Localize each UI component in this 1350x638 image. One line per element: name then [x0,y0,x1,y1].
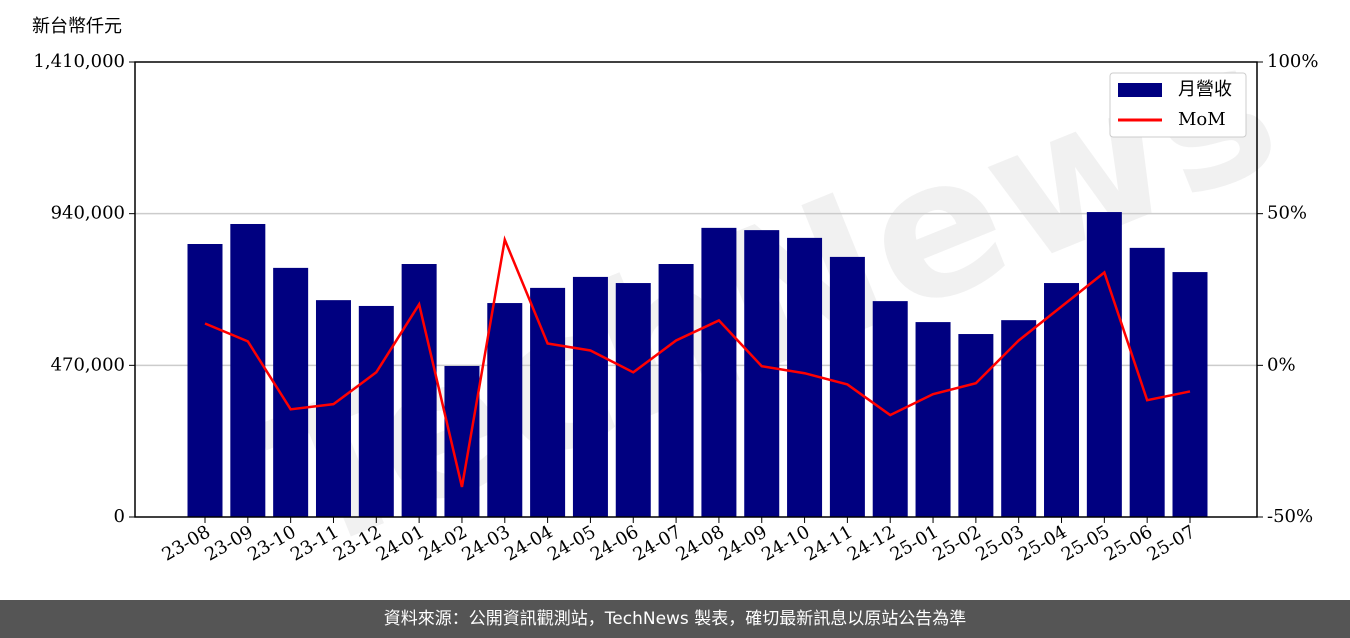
x-tick-label: 25-01 [887,521,942,565]
x-tick-label: 25-03 [972,521,1027,565]
x-tick-label: 23-10 [244,521,299,565]
bar [701,227,737,518]
y2-tick-label: -50% [1267,506,1313,527]
y-tick-label: 470,000 [51,354,125,375]
x-tick-label: 24-12 [844,521,899,565]
y2-tick-label: 50% [1267,203,1307,224]
x-tick-label: 25-06 [1101,521,1156,565]
bar [572,276,608,517]
x-tick-label: 24-04 [501,521,556,565]
bar [401,264,437,517]
x-tick-label: 25-04 [1015,521,1070,565]
bar [273,267,309,517]
x-tick-label: 25-02 [929,521,984,565]
x-tick-label: 24-10 [758,521,813,565]
bar [487,303,523,517]
x-tick-label: 24-11 [801,521,856,565]
bar [230,223,266,517]
x-tick-label: 25-07 [1144,521,1199,565]
y-tick-label: 1,410,000 [33,51,125,72]
bar [915,322,951,517]
y2-tick-label: 100% [1267,51,1318,72]
bar [315,300,351,517]
bar [1129,247,1165,517]
source-note: 資料來源：公開資訊觀測站，TechNews 製表，確切最新訊息以原站公告為準 [384,609,966,629]
mom-line [204,235,1191,488]
bar [744,230,780,517]
x-tick-label: 23-08 [159,521,214,565]
y-tick-label: 0 [114,506,125,527]
unit-label: 新台幣仟元 [32,16,122,37]
plot-frame [134,61,1258,518]
legend-label: 月營收 [1178,79,1232,100]
bar [658,264,694,517]
y2-tick-label: 0% [1267,354,1296,375]
y-tick-label: 940,000 [51,203,125,224]
bar [615,283,651,517]
bar [358,305,394,517]
x-tick-label: 24-08 [672,521,727,565]
x-tick-label: 24-05 [544,521,599,565]
x-tick-label: 24-07 [630,521,685,565]
x-tick-label: 24-09 [715,521,770,565]
bar [187,244,223,517]
x-tick-label: 25-05 [1058,521,1113,565]
bar [1044,283,1080,517]
bar [530,287,566,517]
bar [958,334,994,517]
x-tick-label: 23-09 [201,521,256,565]
bar [1086,212,1122,517]
footer-bar [0,600,1350,638]
legend-swatch [1118,83,1162,97]
bar [1001,320,1037,517]
x-tick-label: 24-06 [587,521,642,565]
legend-label: MoM [1178,109,1226,130]
bar [444,365,480,517]
bar [829,256,865,517]
